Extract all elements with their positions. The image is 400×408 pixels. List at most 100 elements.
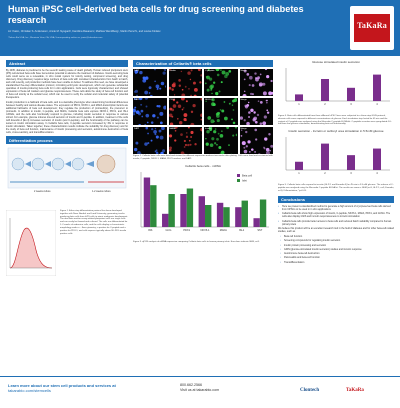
- stained-cell: [191, 104, 196, 108]
- chart-bar: [321, 143, 329, 171]
- micrograph-panel: Insulin: [204, 127, 238, 155]
- stained-cell: [133, 113, 136, 116]
- micrograph-panel: DAPI: [133, 69, 167, 97]
- arrow-4: [86, 160, 94, 167]
- characterization-heading: Characterization of Cellartis® beta cell…: [133, 60, 273, 68]
- conclusion-item: Cellartis beta cells show high expressio…: [278, 212, 394, 218]
- footer-cta: Learn more about our stem cell products …: [8, 383, 116, 393]
- stained-cell: [192, 81, 196, 85]
- stained-cell: [168, 87, 171, 91]
- gsis-chart: 1 2 3 4: [285, 68, 390, 106]
- stained-cell: [199, 74, 202, 77]
- stained-cell: [209, 143, 214, 148]
- micrograph-panel: Insulin: [168, 69, 202, 97]
- stained-cell: [245, 73, 249, 77]
- stained-cell: [228, 144, 230, 147]
- x-tick-label: PDX1: [183, 228, 190, 232]
- stained-cell: [264, 69, 267, 71]
- micrograph-stain: [205, 98, 238, 125]
- stained-cell: [160, 82, 165, 86]
- stained-cell: [133, 108, 137, 113]
- stained-cell: [265, 75, 269, 79]
- footer-link[interactable]: takarabio.com/stemcells: [8, 388, 51, 393]
- stained-cell: [173, 139, 176, 143]
- stained-cell: [240, 135, 242, 138]
- author-list: Liz Yeats¹, Christian S. Andersson¹, Ann…: [8, 30, 161, 33]
- stained-cell: [159, 136, 164, 140]
- arrow-3: [65, 160, 71, 167]
- stained-cell: [253, 151, 256, 154]
- stained-cell: [189, 79, 191, 81]
- stained-cell: [187, 127, 190, 129]
- stained-cell: [216, 138, 219, 142]
- stained-cell: [180, 71, 182, 73]
- figure2-caption: Figure 2. Cellartis beta cells were fixe…: [133, 155, 273, 161]
- conclusions-heading: Conclusions: [278, 195, 394, 203]
- chart-bar: [295, 161, 303, 171]
- figure4-caption: Figure 4. Beta cells differentiated from…: [278, 115, 392, 126]
- stained-cell: [185, 132, 188, 135]
- stained-cell: [163, 106, 167, 110]
- stained-cell: [263, 147, 266, 150]
- stained-cell: [177, 104, 181, 109]
- stained-cell: [158, 129, 162, 133]
- stained-cell: [231, 118, 233, 121]
- stained-cell: [231, 104, 234, 107]
- stained-cell: [207, 116, 212, 121]
- stained-cell: [156, 88, 159, 91]
- stained-cell: [247, 116, 250, 119]
- differentiation-diagram-svg: [7, 147, 127, 188]
- stained-cell: [241, 141, 246, 146]
- figure1-caption: Figure 1. A five-step differentiation pr…: [60, 209, 128, 235]
- stained-cell: [177, 79, 181, 83]
- stained-cell: [183, 146, 186, 149]
- stained-cell: [179, 133, 183, 137]
- stained-cell: [261, 83, 265, 87]
- stained-cell: [138, 98, 143, 101]
- stained-cell: [223, 117, 228, 121]
- micrograph-stain: [133, 69, 167, 97]
- stained-cell: [216, 73, 220, 77]
- stained-cell: [212, 81, 216, 85]
- micrograph-panel: Merge: [239, 69, 273, 97]
- x-tick-label: 1: [298, 171, 300, 175]
- chart-bar: [168, 193, 175, 227]
- x-tick-label: 2: [324, 171, 326, 175]
- stained-cell: [150, 121, 154, 125]
- footer-site[interactable]: takarabio.com: [196, 388, 220, 392]
- stained-cell: [199, 113, 202, 118]
- stained-cell: [243, 119, 246, 122]
- stained-cell: [159, 112, 164, 117]
- stained-cell: [244, 131, 247, 134]
- stained-cell: [259, 101, 263, 105]
- clontech-logo: Clontech: [300, 388, 320, 393]
- x-tick-label: 3: [350, 102, 352, 106]
- application-list: Beta cell function Screening compounds f…: [278, 235, 394, 264]
- stained-cell: [181, 89, 183, 91]
- stained-cell: [197, 69, 201, 72]
- micrograph-stain: [239, 100, 269, 126]
- poster-title: Human iPSC cell-derived beta cells for d…: [8, 4, 304, 25]
- stained-cell: [204, 82, 207, 85]
- chart-bar: [259, 199, 267, 227]
- stained-cell: [138, 124, 142, 126]
- stained-cell: [168, 149, 172, 152]
- stained-cell: [243, 69, 247, 73]
- arrow-1: [25, 160, 31, 167]
- micrograph-stain: [168, 69, 202, 97]
- stained-cell: [193, 95, 197, 97]
- stained-cell: [240, 129, 242, 132]
- footer-contact: 800.662.2566 Visit us at takarabio.com: [180, 383, 219, 393]
- right-column: Glucose stimulated insulin secretion 1 2 3…: [278, 60, 394, 265]
- stained-cell: [186, 144, 189, 147]
- poster-header: Human iPSC cell-derived beta cells for d…: [0, 0, 400, 56]
- stained-cell: [145, 114, 150, 118]
- stained-cell: [158, 105, 161, 108]
- stained-cell: [169, 122, 173, 126]
- flow-cytometry-plot: [6, 209, 56, 276]
- stained-cell: [215, 114, 220, 119]
- stained-cell: [259, 73, 262, 76]
- footer-lead: Learn more about our stem cell products …: [8, 383, 116, 388]
- stained-cell: [185, 100, 188, 103]
- stained-cell: [154, 133, 157, 136]
